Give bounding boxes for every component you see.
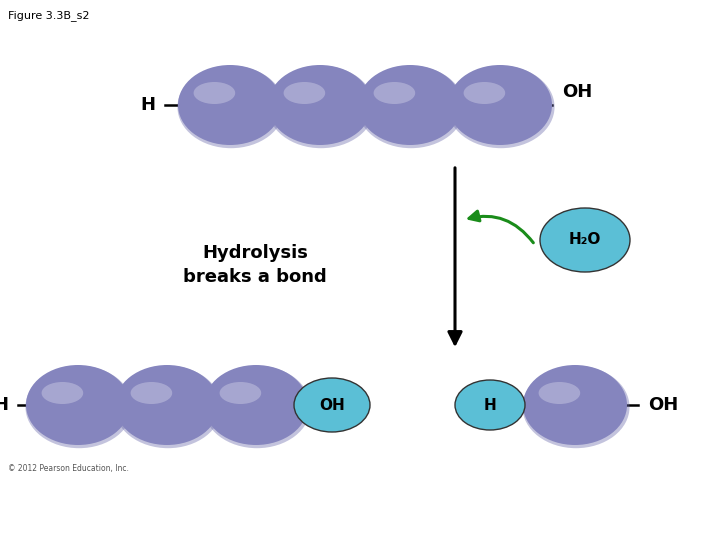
- Text: H: H: [484, 397, 496, 413]
- Text: Figure 3.3B_s2: Figure 3.3B_s2: [8, 10, 89, 21]
- Ellipse shape: [523, 365, 627, 445]
- Ellipse shape: [357, 66, 464, 148]
- Text: OH: OH: [562, 83, 593, 101]
- Text: H₂O: H₂O: [569, 233, 601, 247]
- Ellipse shape: [447, 66, 554, 148]
- Ellipse shape: [194, 82, 235, 104]
- Text: OH: OH: [648, 396, 678, 414]
- Ellipse shape: [455, 380, 525, 430]
- Text: OH: OH: [319, 397, 345, 413]
- Text: Hydrolysis
breaks a bond: Hydrolysis breaks a bond: [183, 244, 327, 287]
- Ellipse shape: [523, 366, 629, 448]
- Ellipse shape: [284, 82, 325, 104]
- Ellipse shape: [374, 82, 415, 104]
- Ellipse shape: [177, 66, 284, 148]
- Ellipse shape: [464, 82, 505, 104]
- Ellipse shape: [539, 382, 580, 404]
- Text: H: H: [0, 396, 8, 414]
- Ellipse shape: [540, 208, 630, 272]
- Ellipse shape: [114, 366, 222, 448]
- Text: © 2012 Pearson Education, Inc.: © 2012 Pearson Education, Inc.: [8, 463, 129, 472]
- Ellipse shape: [220, 382, 261, 404]
- Ellipse shape: [358, 65, 462, 145]
- Ellipse shape: [448, 65, 552, 145]
- Ellipse shape: [42, 382, 84, 404]
- Ellipse shape: [25, 366, 132, 448]
- Ellipse shape: [178, 65, 282, 145]
- Ellipse shape: [294, 378, 370, 432]
- Ellipse shape: [268, 65, 372, 145]
- Ellipse shape: [26, 365, 130, 445]
- Ellipse shape: [204, 366, 310, 448]
- Text: H: H: [140, 96, 155, 114]
- Ellipse shape: [204, 365, 308, 445]
- Ellipse shape: [115, 365, 219, 445]
- Ellipse shape: [130, 382, 172, 404]
- Ellipse shape: [267, 66, 374, 148]
